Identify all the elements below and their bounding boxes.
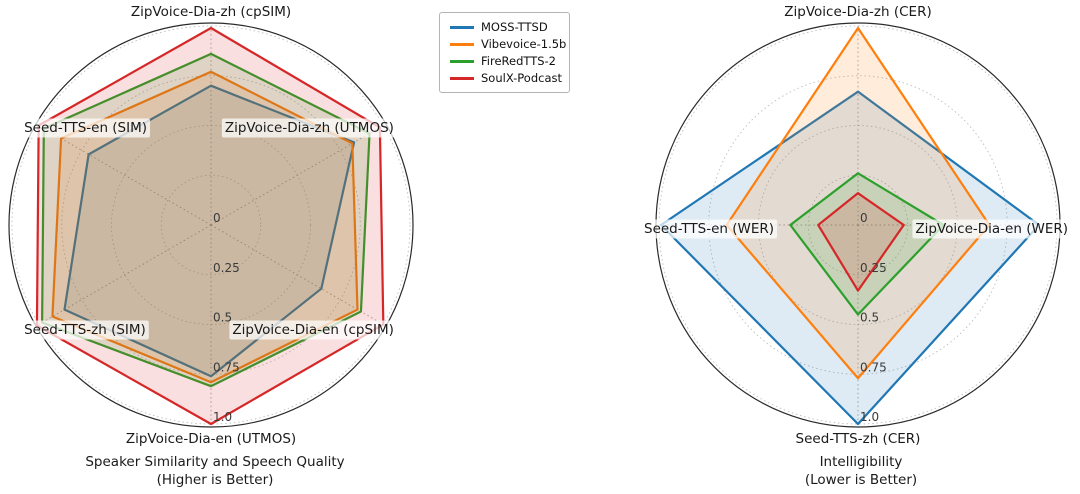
axis-label-seed-tts-en-wer: Seed-TTS-en (WER): [644, 221, 774, 237]
series-line-fireredtts-2: [789, 172, 945, 316]
axis-label-box: [21, 320, 149, 340]
radar-chart-left: 0 0.25 0.5 0.75 1.0 ZipVoice-Dia-zh (cpSIM) Zi…: [8, 2, 414, 449]
series-line-moss-ttsd: [659, 90, 1041, 426]
series-fill-vibevoice-1-5b: [52, 71, 358, 383]
radial-tick-label-4: 1.0: [213, 410, 232, 424]
series-fill-moss-ttsd: [64, 85, 355, 377]
axis-label-box: [221, 118, 397, 138]
legend-item-fireredtts-2: FireRedTTS-2: [450, 54, 561, 68]
legend-item-soulx-podcast: SoulX-Podcast: [450, 71, 563, 85]
radial-tick-label-1: 0.25: [213, 261, 240, 275]
radial-tick-label-2: 0.5: [860, 311, 879, 325]
chart-title-left: Speaker Similarity and Speech Quality (H…: [0, 453, 430, 489]
axis-label-zipvoice-dia-en-cpsim: ZipVoice-Dia-en (cpSIM): [232, 322, 394, 338]
axis-label-box: [127, 2, 295, 22]
legend-line-swatch: [450, 42, 474, 46]
legend-label: SoulX-Podcast: [481, 71, 563, 85]
radar-chart-right: 0 0.25 0.5 0.75 1.0 ZipVoice-Dia-zh (CER) ZipV…: [641, 2, 1071, 449]
axis-label-box: [912, 219, 1071, 239]
grid-ring: [11, 25, 411, 425]
axis-label-zipvoice-dia-zh-cer: ZipVoice-Dia-zh (CER): [784, 4, 931, 20]
axis-label-box: [21, 118, 151, 138]
series-fill-soulx-podcast: [818, 193, 904, 291]
radial-tick-label-0: 0: [860, 211, 868, 225]
series-line-vibevoice-1-5b: [725, 26, 991, 380]
series-fill-moss-ttsd: [660, 91, 1040, 425]
radial-tick-label-1: 0.25: [860, 261, 887, 275]
legend-line-swatch: [450, 25, 474, 29]
axis-label-zipvoice-dia-en-utmos: ZipVoice-Dia-en (UTMOS): [126, 431, 296, 447]
legend-label: FireRedTTS-2: [481, 54, 556, 68]
axis-spoke-1: [210, 123, 387, 226]
chart-title-text: Speaker Similarity and Speech Quality: [85, 454, 345, 470]
series-line-vibevoice-1-5b: [51, 70, 359, 384]
legend-line-swatch: [450, 59, 474, 63]
grid-ring: [61, 75, 361, 375]
chart-title-right: Intelligibility (Lower is Better): [646, 453, 1076, 489]
axis-label-box: [792, 429, 924, 449]
axis-label-box: [229, 320, 397, 340]
radial-tick-label-0: 0: [213, 211, 221, 225]
legend-item-vibevoice-1-5b: Vibevoice-1.5b: [450, 37, 566, 51]
series-fill-vibevoice-1-5b: [726, 27, 990, 379]
axis-label-box: [122, 429, 300, 449]
legend: MOSS-TTSD Vibevoice-1.5b FireRedTTS-2 SoulX…: [439, 12, 570, 93]
axis-label-zipvoice-dia-en-wer: ZipVoice-Dia-en (WER): [915, 221, 1068, 237]
chart-title-text: Intelligibility: [819, 454, 903, 470]
grid-ring: [160, 174, 262, 276]
grid-ring: [807, 174, 909, 276]
radial-tick-label-4: 1.0: [860, 410, 879, 424]
radial-tick-label-3: 0.75: [860, 360, 887, 374]
series-fill-soulx-podcast: [36, 27, 384, 425]
radial-tick-label-2: 0.5: [213, 311, 232, 325]
legend-label: Vibevoice-1.5b: [481, 37, 567, 51]
axis-label-seed-tts-en-sim: Seed-TTS-en (SIM): [24, 120, 147, 136]
legend-item-moss-ttsd: MOSS-TTSD: [450, 20, 561, 34]
axis-label-zipvoice-dia-zh-utmos: ZipVoice-Dia-zh (UTMOS): [225, 120, 394, 136]
axis-label-box: [781, 2, 935, 22]
outer-circle: [8, 22, 414, 428]
radial-tick-label-3: 0.75: [213, 360, 240, 374]
series-line-soulx-podcast: [817, 192, 905, 292]
axis-label-zipvoice-dia-zh-cpsim: ZipVoice-Dia-zh (cpSIM): [131, 4, 291, 20]
series-fill-fireredtts-2: [790, 173, 944, 315]
series-line-moss-ttsd: [63, 84, 356, 378]
chart-subtitle-text: (Higher is Better): [156, 472, 274, 488]
legend-line-swatch: [450, 76, 474, 80]
legend-label: MOSS-TTSD: [481, 20, 548, 34]
axis-label-seed-tts-zh-cer: Seed-TTS-zh (CER): [796, 431, 921, 447]
axis-label-seed-tts-zh-sim: Seed-TTS-zh (SIM): [24, 322, 146, 338]
axis-spoke-5: [35, 123, 212, 226]
axis-label-box: [641, 219, 778, 239]
chart-subtitle-text: (Lower is Better): [804, 472, 918, 488]
